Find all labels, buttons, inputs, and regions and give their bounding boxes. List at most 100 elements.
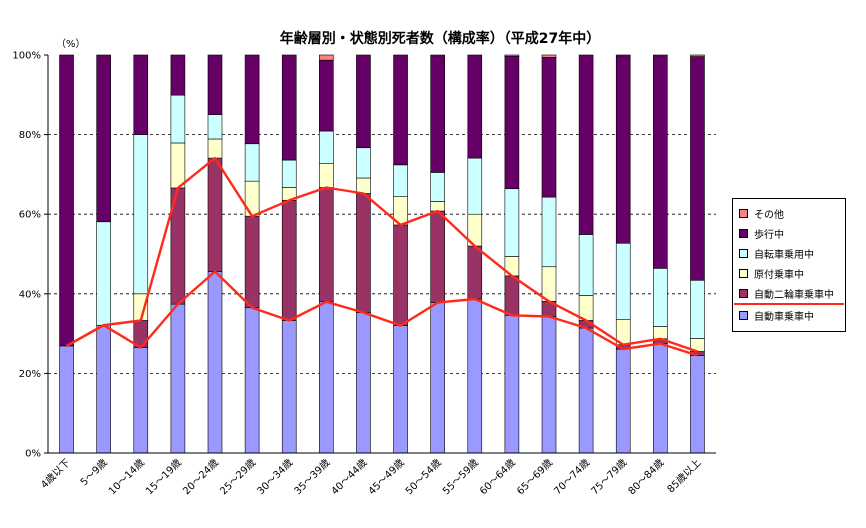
bar-segment-s4-c4 xyxy=(207,54,223,116)
bar-segment-s0-c5 xyxy=(244,307,260,454)
x-tick-label-12: 60～64歳 xyxy=(477,457,518,498)
bar-segment-s5-c7 xyxy=(319,54,334,61)
bar-segment-s4-c3 xyxy=(170,54,186,96)
bar-segment-s4-c9 xyxy=(393,54,408,166)
legend-item-walking: 歩行中 xyxy=(739,225,784,241)
legend-label-moped: 原付乗車中 xyxy=(754,269,804,281)
y-tick-label-1: 20% xyxy=(19,369,41,380)
bar-segment-s1-c5 xyxy=(244,215,260,309)
legend-highlight-line xyxy=(734,303,844,305)
bar-segment-s3-c6 xyxy=(281,159,297,188)
legend-item-bicycle: 自転車乗用中 xyxy=(739,245,814,261)
legend-label-car: 自動車乗車中 xyxy=(754,311,814,323)
highlight-line-motorcycle xyxy=(65,156,698,353)
bar-segment-s2-c4 xyxy=(207,138,223,159)
y-tick-label-4: 80% xyxy=(19,130,41,141)
y-tick-label-3: 60% xyxy=(19,210,41,221)
bar-segment-s4-c2 xyxy=(133,54,149,135)
x-tick-label-2: 10～14歳 xyxy=(106,457,147,498)
legend-swatch-motorcycle xyxy=(739,288,748,298)
legend: その他 歩行中 自転車乗用中 原付乗車中 自動二輪車乗車中 自動車乗車中 xyxy=(732,198,846,332)
bar-segment-s4-c1 xyxy=(96,54,111,223)
x-tick-label-3: 15～19歳 xyxy=(143,457,184,498)
highlight-line-car xyxy=(65,270,698,357)
legend-label-motorcycle: 自動二輪車乗車中 xyxy=(754,289,834,301)
bar-segment-s2-c13 xyxy=(541,266,557,302)
bar-segment-s4-c6 xyxy=(281,54,297,161)
y-tick-label-5: 100% xyxy=(12,51,41,62)
bar-segment-s1-c11 xyxy=(467,245,483,300)
bar-segment-s3-c17 xyxy=(690,279,705,339)
legend-swatch-other xyxy=(739,208,748,218)
bar-segment-s0-c9 xyxy=(393,325,408,454)
bar-segment-s0-c0 xyxy=(59,345,74,454)
bar-segment-s5-c13 xyxy=(541,54,557,58)
bar-segment-s0-c11 xyxy=(467,298,483,454)
bar-segment-s5-c16 xyxy=(653,54,668,57)
legend-label-other: その他 xyxy=(754,209,784,221)
bar-segment-s1-c7 xyxy=(319,187,334,303)
bar-segment-s5-c12 xyxy=(504,54,520,57)
bar-segment-s3-c4 xyxy=(207,114,223,140)
bar-segment-s4-c16 xyxy=(653,55,668,269)
bar-segment-s3-c1 xyxy=(96,221,111,326)
legend-item-moped: 原付乗車中 xyxy=(739,265,804,281)
legend-label-bicycle: 自転車乗用中 xyxy=(754,249,814,261)
bar-segment-s3-c10 xyxy=(430,172,445,202)
bar-segment-s0-c6 xyxy=(281,320,297,454)
bar-segment-s4-c13 xyxy=(541,57,557,198)
bar-segment-s2-c16 xyxy=(653,326,668,340)
x-tick-label-1: 5～9歳 xyxy=(78,457,110,489)
bar-segment-s2-c3 xyxy=(170,142,186,189)
bar-segment-s5-c15 xyxy=(615,54,631,57)
x-tick-label-6: 30～34歳 xyxy=(255,457,296,498)
bar-segment-s0-c2 xyxy=(133,347,149,454)
legend-item-car: 自動車乗車中 xyxy=(739,307,814,323)
x-tick-label-0: 4歳以下 xyxy=(38,457,72,491)
bar-segment-s3-c7 xyxy=(319,130,334,164)
x-tick-label-10: 50～54歳 xyxy=(403,457,444,498)
bar-segment-s4-c5 xyxy=(244,54,260,145)
bar-segment-s0-c7 xyxy=(319,301,334,454)
bar-segment-s0-c4 xyxy=(207,271,223,454)
bar-segment-s4-c10 xyxy=(430,55,445,173)
bar-segment-s1-c10 xyxy=(430,210,445,303)
legend-swatch-bicycle xyxy=(739,248,748,258)
bar-segment-s0-c3 xyxy=(170,303,186,454)
x-tick-label-14: 70～74歳 xyxy=(552,457,593,498)
bar-segment-s3-c9 xyxy=(393,164,408,197)
bar-segment-s2-c10 xyxy=(430,201,445,212)
bar-segment-s2-c8 xyxy=(356,177,371,194)
legend-swatch-walking xyxy=(739,228,748,238)
bar-segment-s1-c12 xyxy=(504,275,520,316)
bar-segment-s0-c10 xyxy=(430,302,445,454)
bar-segment-s3-c12 xyxy=(504,188,520,257)
bar-segment-s0-c1 xyxy=(96,324,111,454)
x-tick-label-17: 85歳以上 xyxy=(665,457,704,496)
x-tick-label-8: 40～44歳 xyxy=(329,457,370,498)
bar-segment-s0-c14 xyxy=(578,327,594,454)
bar-segment-s0-c12 xyxy=(504,314,520,454)
legend-label-walking: 歩行中 xyxy=(754,229,784,241)
y-tick-label-2: 40% xyxy=(19,289,41,300)
bar-segment-s2-c5 xyxy=(244,180,260,217)
x-tick-label-16: 80～84歳 xyxy=(626,457,667,498)
legend-item-other: その他 xyxy=(739,205,784,221)
bar-segment-s2-c7 xyxy=(319,163,334,188)
bar-segment-s3-c8 xyxy=(356,147,371,179)
bar-segment-s5-c10 xyxy=(430,54,445,57)
bar-segment-s4-c8 xyxy=(356,54,371,149)
bar-segment-s4-c14 xyxy=(578,54,594,235)
legend-swatch-moped xyxy=(739,268,748,278)
bar-segment-s4-c11 xyxy=(467,54,483,159)
bar-segment-s3-c11 xyxy=(467,157,483,215)
legend-swatch-car xyxy=(739,310,748,320)
chart-title: 年齢層別・状態別死者数（構成率）（平成27年中） xyxy=(279,31,601,47)
x-tick-label-9: 45～49歳 xyxy=(366,457,407,498)
bar-segment-s3-c2 xyxy=(133,134,149,295)
bar-segment-s0-c13 xyxy=(541,316,557,454)
bar-segment-s1-c6 xyxy=(281,199,297,321)
bar-segment-s3-c16 xyxy=(653,268,668,327)
bar-segment-s4-c7 xyxy=(319,59,334,132)
